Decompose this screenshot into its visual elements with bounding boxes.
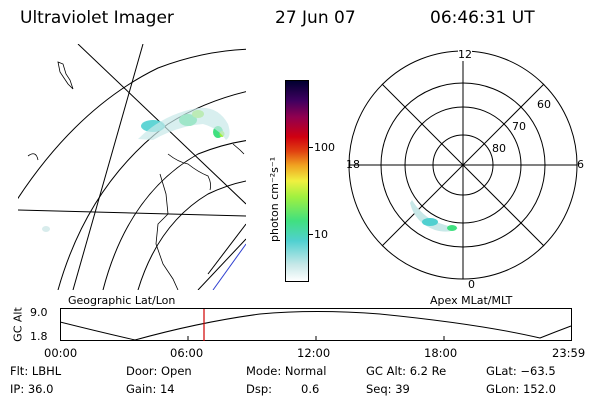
right-panel-label: Apex MLat/MLT [430, 294, 513, 307]
colorbar-tick-label-100: 100 [314, 141, 335, 154]
colorbar-unit-label: photon cm⁻²s⁻¹ [268, 156, 281, 242]
orbit-xtick-1200: 12:00 [297, 346, 331, 360]
orbit-ytick-low: 1.8 [30, 330, 48, 343]
ip-info: IP: 36.0 [10, 382, 54, 396]
mode-info: Mode: Normal [246, 364, 327, 378]
mlt-label-18: 18 [346, 158, 360, 171]
instrument-title: Ultraviolet Imager [20, 8, 174, 28]
left-panel-label: Geographic Lat/Lon [68, 294, 176, 307]
colorbar [285, 80, 309, 282]
lat-label-70: 70 [512, 120, 526, 133]
orbit-ytick-high: 9.0 [30, 306, 48, 319]
orbit-xtick-0000: 00:00 [44, 346, 78, 360]
colorbar-tick-10 [308, 234, 313, 235]
date-label: 27 Jun 07 [275, 8, 356, 28]
seq-info: Seq: 39 [366, 382, 410, 396]
polar-plot-panel [348, 50, 578, 280]
lat-label-80: 80 [492, 142, 506, 155]
orbit-xtick-1800: 18:00 [424, 346, 458, 360]
time-label: 06:46:31 UT [430, 8, 535, 28]
colorbar-tick-label-10: 10 [314, 228, 328, 241]
mlt-label-6: 6 [577, 158, 584, 171]
door-info: Door: Open [126, 364, 192, 378]
lat-label-60: 60 [537, 98, 551, 111]
orbit-xtick-2359: 23:59 [552, 346, 586, 360]
filter-info: Flt: LBHL [10, 364, 62, 378]
gc-alt-info: GC Alt: 6.2 Re [366, 364, 447, 378]
gain-info: Gain: 14 [126, 382, 175, 396]
colorbar-tick-100 [308, 147, 313, 148]
orbit-xtick-0600: 06:00 [170, 346, 204, 360]
orbit-altitude-plot [60, 308, 572, 341]
mlt-label-12: 12 [458, 48, 472, 61]
mlt-label-0: 0 [468, 278, 475, 291]
glon-info: GLon: 152.0 [486, 382, 556, 396]
dsp-label: Dsp: [246, 382, 273, 396]
dsp-value: 0.6 [301, 382, 320, 396]
glat-info: GLat: −63.5 [486, 364, 556, 378]
orbit-ylabel: GC Alt [11, 307, 25, 342]
geographic-map-panel [18, 44, 246, 290]
